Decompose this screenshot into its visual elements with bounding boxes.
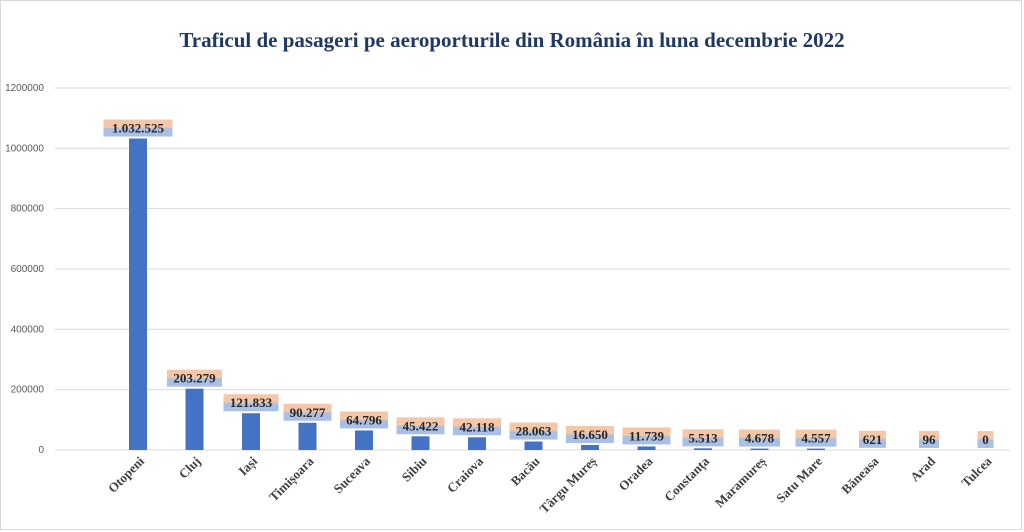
data-label: 4.557 xyxy=(801,431,831,446)
x-category-label: Cluj xyxy=(176,454,204,482)
bar xyxy=(129,138,147,451)
x-category-label: Satu Mare xyxy=(773,453,825,505)
data-label-bg xyxy=(283,403,332,421)
bar xyxy=(468,437,486,450)
x-category-label: Suceava xyxy=(330,453,373,496)
x-category-label: Craiova xyxy=(444,453,487,496)
bar xyxy=(355,430,373,450)
data-label: 45.422 xyxy=(403,418,439,433)
data-label-bg xyxy=(739,429,780,447)
bar xyxy=(581,444,599,450)
x-category-label: Iași xyxy=(235,453,261,479)
y-tick-label: 800000 xyxy=(11,204,45,215)
data-label: 0 xyxy=(982,432,989,447)
data-label-bg xyxy=(223,394,279,412)
data-label-bg xyxy=(396,417,445,435)
data-label: 121.833 xyxy=(230,395,273,410)
bar xyxy=(411,436,430,450)
x-category-label: Maramureș xyxy=(712,454,770,512)
y-tick-label: 400000 xyxy=(11,324,45,335)
data-label: 621 xyxy=(863,432,883,447)
data-label: 42.118 xyxy=(459,419,495,434)
bar xyxy=(637,446,656,450)
bar xyxy=(524,441,543,450)
data-label-bg xyxy=(509,422,558,440)
x-category-label: Sibiu xyxy=(399,454,430,485)
data-label: 28.063 xyxy=(516,424,552,439)
data-label: 96 xyxy=(923,432,937,447)
x-category-label: Timișoara xyxy=(266,453,318,505)
data-label: 203.279 xyxy=(173,371,216,386)
bars xyxy=(129,138,825,451)
bar xyxy=(750,448,769,450)
data-label-bg xyxy=(919,430,939,448)
data-label-bg xyxy=(453,418,501,436)
data-label-bg xyxy=(566,425,614,443)
data-label-bg xyxy=(795,429,837,447)
x-category-label: Băneasa xyxy=(838,453,882,497)
y-tick-label: 600000 xyxy=(11,264,45,275)
data-label: 11.739 xyxy=(629,428,665,443)
data-label-bg xyxy=(340,411,388,429)
data-label-bg xyxy=(103,119,173,137)
gridlines xyxy=(55,87,1010,451)
data-label: 16.650 xyxy=(572,427,608,442)
data-label: 1.032.525 xyxy=(112,121,165,136)
x-category-label: Târgu Mureș xyxy=(536,454,599,517)
bar xyxy=(694,448,712,450)
y-tick-label: 1000000 xyxy=(5,143,44,154)
x-category-label: Tulcea xyxy=(958,453,995,490)
x-category-label: Bacău xyxy=(507,454,542,489)
data-label-bg xyxy=(977,431,994,448)
bar xyxy=(185,388,204,450)
data-label-bg xyxy=(682,429,724,447)
data-label-bg xyxy=(859,430,886,448)
data-label: 5.513 xyxy=(688,430,718,445)
data-label-bg xyxy=(167,369,222,387)
data-label: 64.796 xyxy=(346,412,382,427)
bar xyxy=(298,422,317,450)
bar xyxy=(242,413,260,450)
x-category-label: Constanța xyxy=(661,453,713,505)
y-tick-label: 200000 xyxy=(11,385,45,396)
y-tick-label: 1200000 xyxy=(5,83,44,94)
bar xyxy=(807,448,825,450)
chart-title: Traficul de pasageri pe aeroporturile di… xyxy=(179,28,845,52)
x-category-label: Arad xyxy=(907,453,939,485)
y-tick-label: 0 xyxy=(38,445,44,456)
x-category-label: Oradea xyxy=(615,453,656,494)
data-label-bg xyxy=(622,427,671,445)
x-category-label: Otopeni xyxy=(105,453,148,496)
data-labels: 1.032.525 203.279 121.833 90.277 64.796 45.42… xyxy=(103,119,994,448)
data-label: 4.678 xyxy=(745,431,775,446)
data-label: 90.277 xyxy=(290,405,326,420)
